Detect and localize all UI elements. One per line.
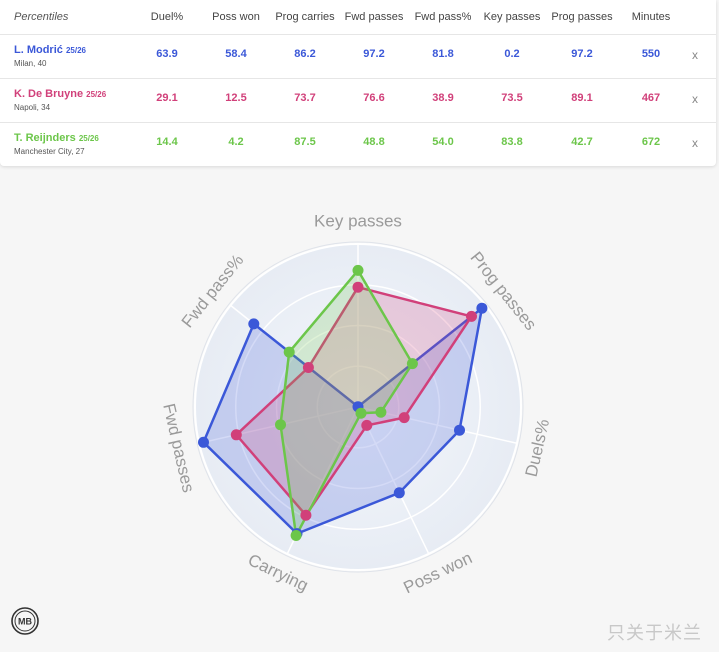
header-minutes[interactable]: Minutes [631,11,671,23]
radar-axis-label: Key passes [314,211,402,230]
header-key-passes[interactable]: Key passes [483,11,541,23]
header-fwd-passes[interactable]: Fwd passes [344,11,404,23]
cell-key-passes: 83.8 [501,136,523,148]
comparison-table: Percentiles Duel% Poss won Prog carries … [0,0,716,166]
radar-point [361,419,373,431]
player-season: 25/26 [65,46,86,55]
cell-prog-carries: 73.7 [294,92,316,104]
cell-duel-pct: 29.1 [156,92,178,104]
radar-point [283,346,295,358]
header-prog-carries[interactable]: Prog carries [275,11,335,23]
cell-prog-passes: 97.2 [571,48,593,60]
cell-fwd-pass-pct: 54.0 [432,136,454,148]
cell-duel-pct: 63.9 [156,48,178,60]
cell-minutes: 467 [641,92,661,104]
remove-player-button[interactable]: x [692,48,698,62]
radar-axis-label: Duels% [522,417,554,478]
header-percentiles: Percentiles [14,11,69,23]
radar-point [230,429,242,441]
header-fwd-pass-pct[interactable]: Fwd pass% [414,11,472,23]
cell-key-passes: 73.5 [501,92,523,104]
cell-prog-carries: 86.2 [294,48,316,60]
cell-key-passes: 0.2 [504,48,520,60]
mb-logo-icon: MB [11,607,39,635]
cell-poss-won: 12.5 [225,92,247,104]
table-header: Percentiles Duel% Poss won Prog carries … [0,0,716,34]
cell-minutes: 672 [641,136,661,148]
svg-text:MB: MB [18,617,32,627]
radar-point [352,281,364,293]
cell-fwd-passes: 48.8 [363,136,385,148]
cell-fwd-pass-pct: 81.8 [432,48,454,60]
radar-point [290,530,302,541]
cell-minutes: 550 [641,48,661,60]
radar-point [198,436,209,448]
radar-point [275,419,286,431]
radar-series-area [235,285,473,517]
cell-fwd-passes: 97.2 [363,48,385,60]
radar-point [355,407,367,419]
player-name[interactable]: L. Modrić 25/26 [14,44,86,56]
radar-point [352,264,364,276]
radar-series [198,264,488,541]
radar-point [393,487,405,499]
player-name-text: K. De Bruyne [14,88,84,100]
player-name-text: L. Modrić [14,44,63,56]
header-poss-won[interactable]: Poss won [212,11,260,23]
cell-prog-carries: 87.5 [294,136,316,148]
radar-axis-label: Fwd passes [159,402,198,495]
player-club-age: Milan, 40 [14,59,47,68]
player-season: 25/26 [86,90,107,99]
radar-point [302,362,314,373]
cell-fwd-passes: 76.6 [363,92,385,104]
player-season: 25/26 [78,134,99,143]
cell-fwd-pass-pct: 38.9 [432,92,454,104]
radar-point [300,509,312,521]
player-row-modric: L. Modrić 25/26 Milan, 40 63.9 58.4 86.2… [0,34,716,79]
cell-prog-passes: 89.1 [571,92,593,104]
radar-outer-ring [192,241,524,573]
player-row-de-bruyne: K. De Bruyne 25/26 Napoli, 34 29.1 12.5 … [0,78,716,123]
watermark-text: 只关于米兰 [607,623,702,643]
radar-point [454,424,465,436]
player-row-reijnders: T. Reijnders 25/26 Manchester City, 27 1… [0,122,716,167]
radar-point [406,358,418,370]
player-club-age: Napoli, 34 [14,103,51,112]
cell-poss-won: 58.4 [225,48,247,60]
player-name[interactable]: T. Reijnders 25/26 [14,132,99,144]
header-duel-pct[interactable]: Duel% [150,11,184,23]
cell-duel-pct: 14.4 [156,136,178,148]
radar-series-area [279,269,414,537]
radar-point [375,406,387,418]
cell-poss-won: 4.2 [228,136,244,148]
player-name-text: T. Reijnders [14,132,76,144]
remove-player-button[interactable]: x [692,136,698,150]
radar-point [466,310,477,322]
radar-point [248,318,260,330]
radar-point [398,412,410,424]
radar-spoke [357,406,430,555]
player-club-age: Manchester City, 27 [14,147,85,156]
cell-prog-passes: 42.7 [571,136,593,148]
remove-player-button[interactable]: x [692,92,698,106]
header-prog-passes[interactable]: Prog passes [551,11,613,23]
radar-point [476,302,488,314]
player-name[interactable]: K. De Bruyne 25/26 [14,88,106,100]
